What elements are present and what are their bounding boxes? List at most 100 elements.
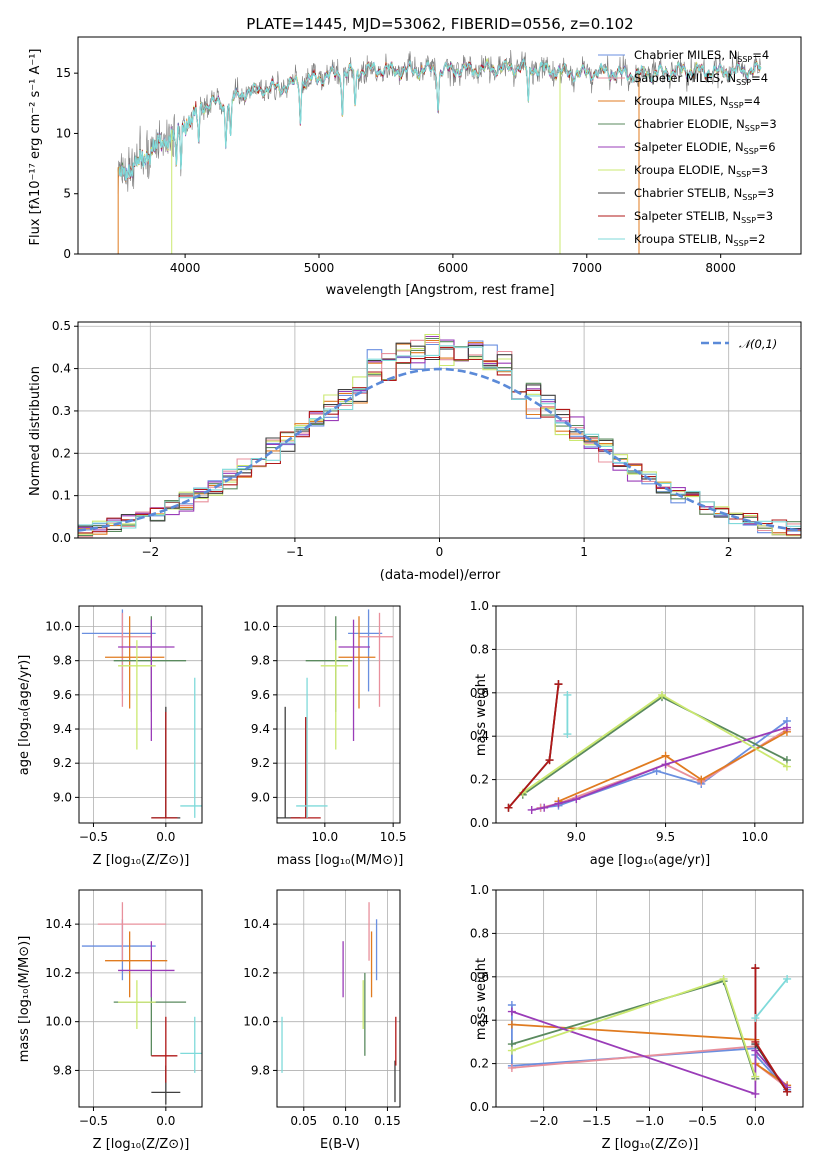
y-tick-label: 9.0	[251, 790, 270, 804]
x-tick-label: −2.0	[529, 1114, 558, 1128]
y-tick-label: 0.1	[52, 489, 71, 503]
plot-area	[117, 49, 762, 254]
weight-series-line	[522, 696, 788, 796]
plot-area	[281, 902, 397, 1103]
x-tick-label: 0	[436, 545, 444, 559]
y-tick-label: 0.0	[470, 816, 489, 830]
plot-area	[81, 902, 202, 1105]
z-mass-y-label: mass [log₁₀(M/M⊙)]	[17, 936, 32, 1063]
weight-point-marker	[540, 803, 549, 812]
x-tick-label: 0.0	[156, 830, 175, 844]
x-tick-label: −1	[286, 545, 304, 559]
y-tick-label: 9.2	[251, 756, 270, 770]
weight-point-marker	[751, 1014, 760, 1023]
axes-frame	[495, 889, 804, 1108]
age-weight-y-label: mass weight	[474, 674, 489, 756]
weight-point-marker	[751, 964, 760, 973]
x-tick-label: 1	[580, 545, 588, 559]
weight-point-marker	[507, 1063, 516, 1072]
y-tick-label: 9.4	[251, 722, 270, 736]
y-tick-label: 10	[56, 126, 71, 140]
weight-point-marker	[563, 690, 572, 699]
y-tick-label: 0.4	[470, 729, 489, 743]
y-tick-label: 0	[63, 247, 71, 261]
y-tick-label: 9.8	[53, 1063, 72, 1077]
y-tick-label: 0.0	[470, 1100, 489, 1114]
x-tick-label: −0.5	[79, 1114, 108, 1128]
gaussian-reference-curve	[78, 367, 801, 532]
weight-point-marker	[751, 1072, 760, 1081]
y-tick-label: 9.8	[251, 654, 270, 668]
weight-series-line	[522, 693, 788, 794]
legend-label: Chabrier ELODIE, NSSP=3	[634, 117, 777, 133]
y-tick-label: 9.0	[53, 790, 72, 804]
x-tick-label: 5000	[304, 261, 335, 275]
y-tick-label: 9.4	[53, 722, 72, 736]
x-tick-label: −1.0	[635, 1114, 664, 1128]
x-tick-label: 10.5	[380, 830, 407, 844]
axes-frame	[77, 36, 802, 255]
weight-point-marker	[661, 751, 670, 760]
weight-point-marker	[507, 1046, 516, 1055]
weight-point-marker	[657, 690, 666, 699]
plot-area	[78, 333, 801, 538]
y-tick-label: 5	[63, 187, 71, 201]
y-tick-label: 0.6	[470, 686, 489, 700]
x-tick-label: 4000	[170, 261, 201, 275]
mass-age-x-label: mass [log₁₀(M/M⊙)]	[277, 853, 404, 868]
weight-series-line	[507, 683, 560, 809]
x-tick-label: 0.05	[290, 1114, 317, 1128]
weight-point-marker	[751, 1089, 760, 1098]
y-tick-label: 10.4	[45, 917, 72, 931]
y-tick-label: 10.0	[243, 620, 270, 634]
x-tick-label: 0.0	[746, 1114, 765, 1128]
ebv-mass-panel: E(B-V) 0.05 0.10 0.15 9.8 10.0 10.2 10.4	[243, 889, 401, 1152]
weight-point-marker	[572, 795, 581, 804]
axes-frame	[276, 889, 401, 1108]
residuals-panel: (data-model)/error Normed distribution −…	[28, 319, 802, 583]
y-tick-label: 9.8	[251, 1063, 270, 1077]
axes-frame	[495, 605, 804, 824]
legend-label: Chabrier MILES, NSSP=4	[634, 48, 769, 64]
x-tick-label: −0.5	[688, 1114, 717, 1128]
age-weight-panel: age [log₁₀(age/yr)] mass weight 9.0 9.5 10…	[470, 599, 804, 868]
x-tick-label: 2	[725, 545, 733, 559]
y-tick-label: 10.0	[45, 620, 72, 634]
y-tick-label: 1.0	[470, 883, 489, 897]
legend-label: Kroupa STELIB, NSSP=2	[634, 232, 765, 248]
z-weight-panel: Z [log₁₀(Z/Z⊙)] mass weight −2.0 −1.5 −1.0…	[470, 883, 804, 1152]
weight-series-line	[531, 726, 788, 811]
weight-point-marker	[545, 756, 554, 765]
axes-frame	[77, 321, 802, 539]
weight-series-line	[511, 977, 757, 1077]
weight-point-marker	[554, 799, 563, 808]
y-tick-label: 0.6	[470, 970, 489, 984]
x-tick-label: 10.0	[311, 830, 338, 844]
y-tick-label: 1.0	[470, 599, 489, 613]
y-tick-label: 10.0	[45, 1015, 72, 1029]
x-tick-label: −1.5	[582, 1114, 611, 1128]
x-tick-label: 9.0	[567, 830, 586, 844]
spectrum-x-label: wavelength [Angstrom, rest frame]	[326, 283, 555, 298]
y-tick-label: 15	[56, 66, 71, 80]
z-weight-x-label: Z [log₁₀(Z/Z⊙)]	[602, 1137, 699, 1152]
y-tick-label: 9.8	[53, 654, 72, 668]
weight-point-marker	[697, 775, 706, 784]
y-tick-label: 0.2	[470, 1057, 489, 1071]
weight-point-marker	[507, 1020, 516, 1029]
legend-label: 𝒩(0,1)	[739, 337, 777, 351]
spectrum-y-label: Flux [fλ10⁻¹⁷ erg cm⁻² s⁻¹ A⁻¹]	[28, 49, 43, 246]
z-age-panel: Z [log₁₀(Z/Z⊙)] age [log₁₀(age/yr)] −0.5…	[17, 605, 203, 868]
x-tick-label: 0.10	[332, 1114, 359, 1128]
plot-area	[504, 680, 791, 814]
weight-point-marker	[554, 680, 563, 689]
z-age-x-label: Z [log₁₀(Z/Z⊙)]	[93, 853, 190, 868]
y-tick-label: 0.2	[470, 773, 489, 787]
axes-frame	[78, 605, 203, 824]
legend-label: Kroupa ELODIE, NSSP=3	[634, 163, 768, 179]
weight-point-marker	[719, 974, 728, 983]
x-tick-label: 7000	[572, 261, 603, 275]
weight-point-marker	[751, 1037, 760, 1046]
ebv-mass-x-label: E(B-V)	[320, 1137, 360, 1152]
y-tick-label: 9.6	[251, 688, 270, 702]
